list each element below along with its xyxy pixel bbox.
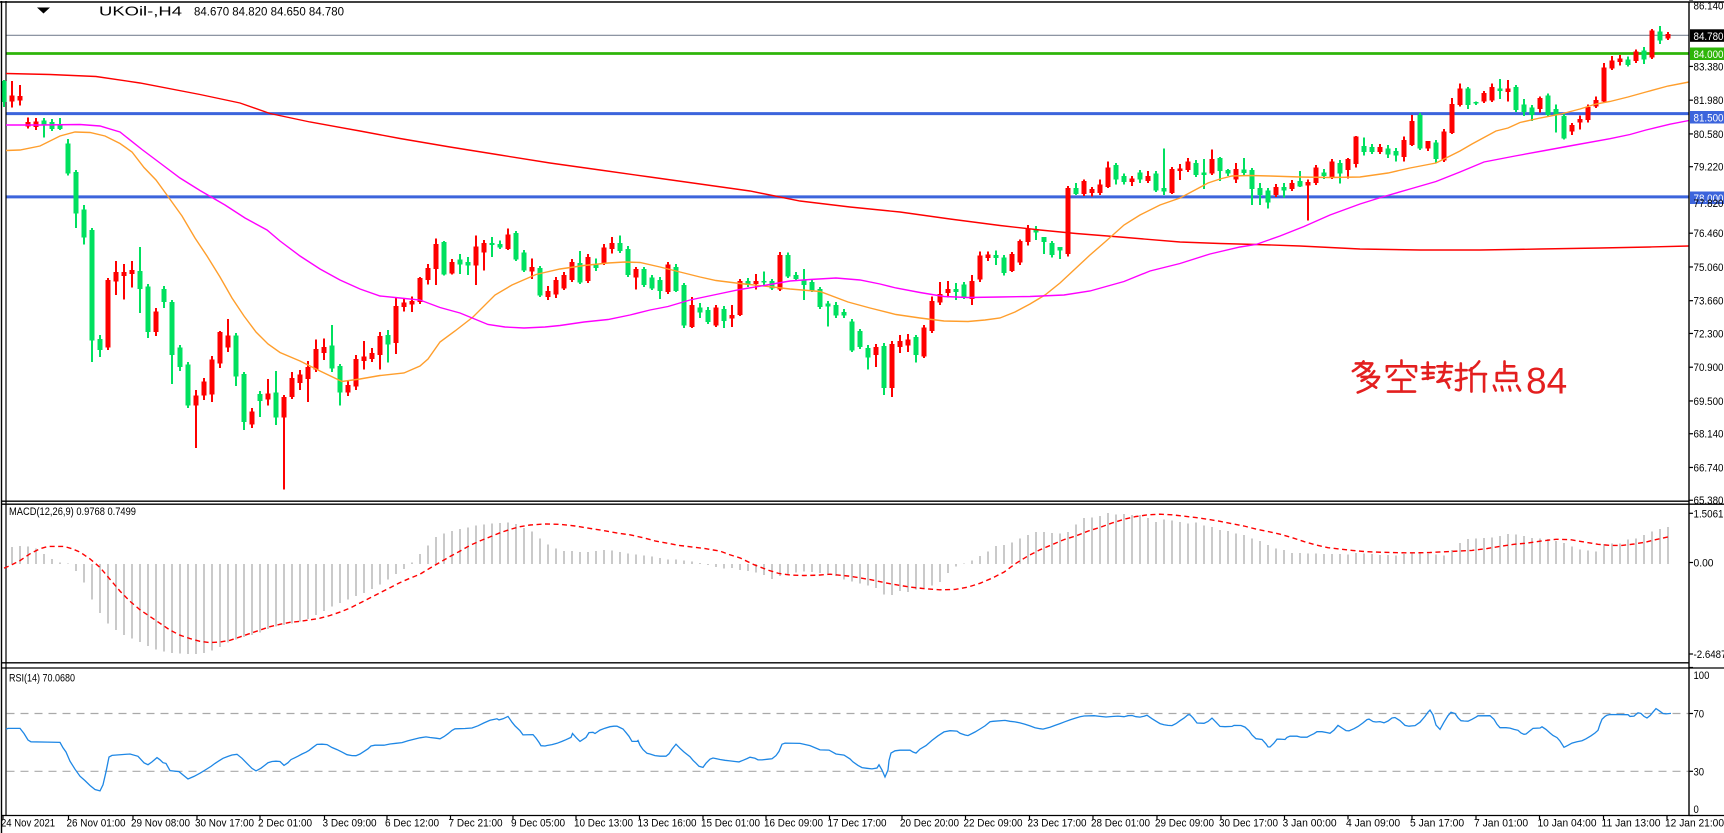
svg-text:12 Jan 21:00: 12 Jan 21:00 xyxy=(1665,818,1724,830)
svg-text:10 Dec 13:00: 10 Dec 13:00 xyxy=(574,818,633,830)
svg-text:75.060: 75.060 xyxy=(1694,262,1724,274)
svg-text:7 Jan 01:00: 7 Jan 01:00 xyxy=(1474,818,1528,830)
svg-text:24 Nov 2021: 24 Nov 2021 xyxy=(1,818,55,830)
svg-text:7 Dec 21:00: 7 Dec 21:00 xyxy=(449,818,503,830)
svg-text:30 Dec 17:00: 30 Dec 17:00 xyxy=(1219,818,1278,830)
svg-text:73.660: 73.660 xyxy=(1694,296,1724,308)
svg-text:78.000: 78.000 xyxy=(1694,193,1724,205)
svg-text:9 Dec 05:00: 9 Dec 05:00 xyxy=(511,818,565,830)
svg-text:69.500: 69.500 xyxy=(1694,396,1724,408)
svg-text:72.300: 72.300 xyxy=(1694,328,1724,340)
svg-text:29 Dec 09:00: 29 Dec 09:00 xyxy=(1155,818,1214,830)
svg-text:26 Nov 01:00: 26 Nov 01:00 xyxy=(67,818,126,830)
svg-text:2 Dec 01:00: 2 Dec 01:00 xyxy=(258,818,312,830)
svg-text:30: 30 xyxy=(1694,766,1705,778)
svg-text:MACD(12,26,9) 0.9768 0.7499: MACD(12,26,9) 0.9768 0.7499 xyxy=(9,506,136,518)
svg-text:1.5061: 1.5061 xyxy=(1694,508,1724,520)
svg-text:30 Nov 17:00: 30 Nov 17:00 xyxy=(195,818,254,830)
svg-text:81.500: 81.500 xyxy=(1694,113,1724,125)
svg-text:0.00: 0.00 xyxy=(1694,558,1714,570)
svg-text:10 Jan 04:00: 10 Jan 04:00 xyxy=(1538,818,1597,830)
svg-text:0: 0 xyxy=(1694,804,1699,816)
svg-text:79.220: 79.220 xyxy=(1694,162,1724,174)
svg-text:81.980: 81.980 xyxy=(1694,95,1724,107)
svg-text:80.580: 80.580 xyxy=(1694,129,1724,141)
svg-text:UKOil-,H4: UKOil-,H4 xyxy=(99,4,182,19)
svg-text:23 Dec 17:00: 23 Dec 17:00 xyxy=(1028,818,1087,830)
svg-text:5 Jan 17:00: 5 Jan 17:00 xyxy=(1410,818,1464,830)
svg-text:28 Dec 01:00: 28 Dec 01:00 xyxy=(1091,818,1150,830)
svg-text:15 Dec 01:00: 15 Dec 01:00 xyxy=(701,818,760,830)
svg-text:68.140: 68.140 xyxy=(1694,429,1724,441)
svg-text:66.740: 66.740 xyxy=(1694,462,1724,474)
svg-text:20 Dec 20:00: 20 Dec 20:00 xyxy=(900,818,959,830)
svg-text:RSI(14) 70.0680: RSI(14) 70.0680 xyxy=(9,673,75,685)
svg-text:70.900: 70.900 xyxy=(1694,362,1724,374)
svg-text:77.820: 77.820 xyxy=(1694,198,1724,210)
svg-text:86.140: 86.140 xyxy=(1694,1,1724,13)
svg-text:70: 70 xyxy=(1694,709,1705,721)
svg-text:100: 100 xyxy=(1694,670,1710,682)
svg-text:65.380: 65.380 xyxy=(1694,495,1724,507)
svg-text:84.000: 84.000 xyxy=(1694,49,1724,61)
svg-text:84.670 84.820 84.650 84.780: 84.670 84.820 84.650 84.780 xyxy=(194,5,344,19)
svg-text:3 Jan 00:00: 3 Jan 00:00 xyxy=(1283,818,1337,830)
svg-text:83.380: 83.380 xyxy=(1694,61,1724,73)
svg-text:17 Dec 17:00: 17 Dec 17:00 xyxy=(828,818,887,830)
svg-text:4 Jan 09:00: 4 Jan 09:00 xyxy=(1346,818,1400,830)
svg-text:29 Nov 08:00: 29 Nov 08:00 xyxy=(131,818,190,830)
svg-text:-2.6487: -2.6487 xyxy=(1694,649,1724,661)
svg-text:13 Dec 16:00: 13 Dec 16:00 xyxy=(638,818,697,830)
svg-text:6 Dec 12:00: 6 Dec 12:00 xyxy=(385,818,439,830)
svg-text:11 Jan 13:00: 11 Jan 13:00 xyxy=(1602,818,1661,830)
svg-text:22 Dec 09:00: 22 Dec 09:00 xyxy=(964,818,1023,830)
svg-text:16 Dec 09:00: 16 Dec 09:00 xyxy=(764,818,823,830)
svg-text:84: 84 xyxy=(1526,361,1567,402)
svg-text:3 Dec 09:00: 3 Dec 09:00 xyxy=(323,818,377,830)
svg-text:76.460: 76.460 xyxy=(1694,228,1724,240)
svg-text:84.780: 84.780 xyxy=(1694,31,1724,43)
